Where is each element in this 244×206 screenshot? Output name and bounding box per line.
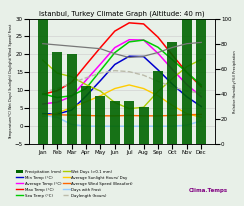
Text: Clima.Temps: Clima.Temps xyxy=(189,188,228,193)
Bar xyxy=(38,7,48,144)
Bar xyxy=(139,107,149,144)
Bar xyxy=(52,53,62,144)
Bar xyxy=(153,71,163,144)
Bar xyxy=(95,96,105,144)
Bar xyxy=(124,102,134,144)
Legend: Precipitation (mm), Min Temp (°C), Average Temp (°C), Max Temp (°C), Sea Temp (°: Precipitation (mm), Min Temp (°C), Avera… xyxy=(16,170,132,198)
Y-axis label: Temperature/°C/ Wet Days/ Sunlight/ Daylight/ Wind Speed/ Frost: Temperature/°C/ Wet Days/ Sunlight/ Dayl… xyxy=(10,24,13,139)
Title: Istanbul, Turkey Climate Graph (Altitude: 40 m): Istanbul, Turkey Climate Graph (Altitude… xyxy=(39,11,205,17)
Bar xyxy=(196,0,206,144)
Bar xyxy=(167,42,177,144)
Bar xyxy=(182,15,192,144)
Bar xyxy=(81,86,91,144)
Bar xyxy=(110,102,120,144)
Y-axis label: Relative Humidity(%)/ Precipitation: Relative Humidity(%)/ Precipitation xyxy=(233,50,237,113)
Bar xyxy=(67,54,77,144)
